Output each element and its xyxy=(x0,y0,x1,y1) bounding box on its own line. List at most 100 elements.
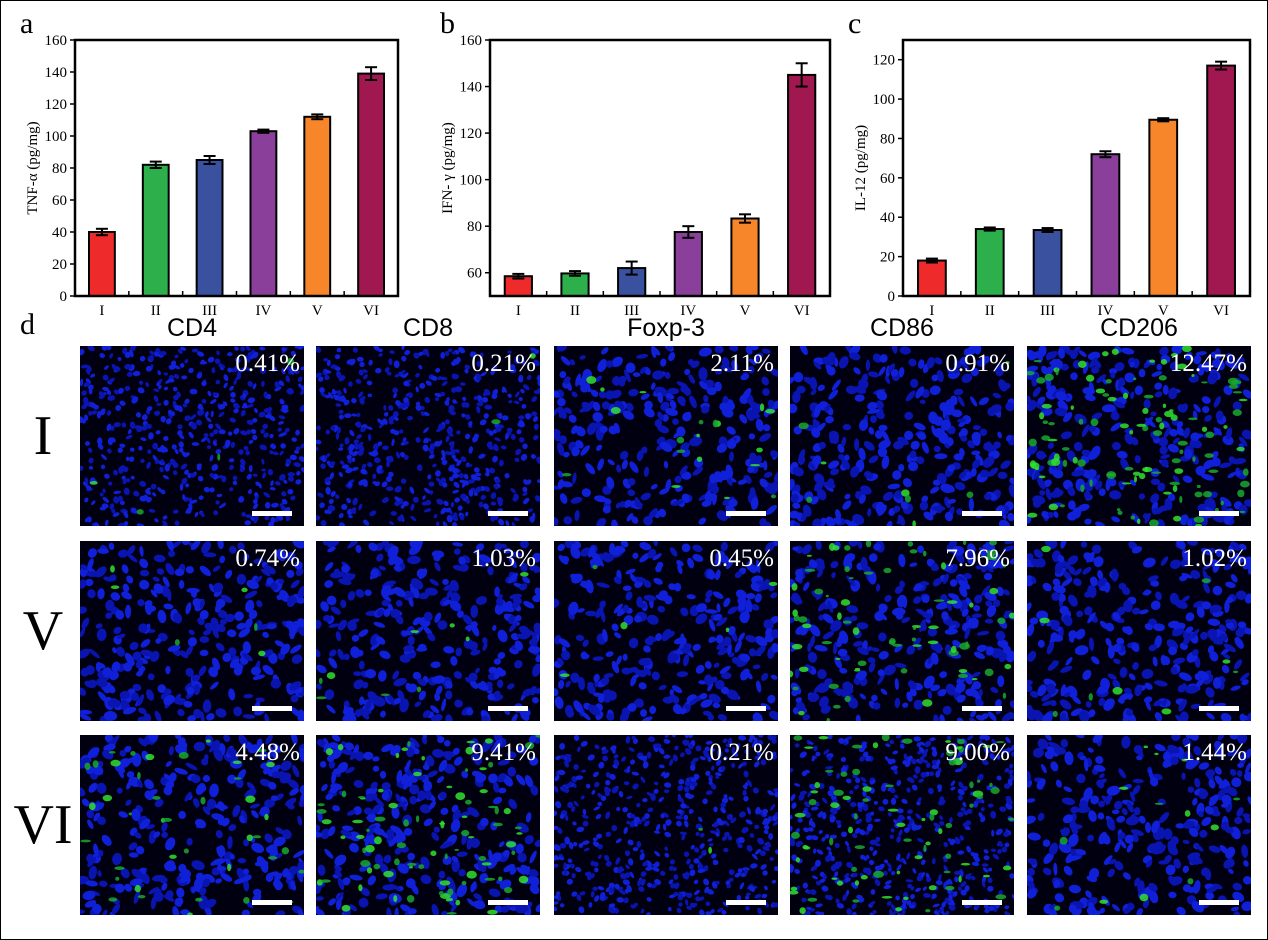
positive-percentage: 9.00% xyxy=(945,739,1010,766)
x-tick-label: V xyxy=(312,303,323,319)
fluorescence-image: 4.48% xyxy=(80,735,304,915)
plot-frame xyxy=(488,38,832,298)
x-tick-label: III xyxy=(202,303,217,319)
scale-bar xyxy=(726,706,766,711)
x-tick-label: VI xyxy=(1213,303,1229,319)
error-bar xyxy=(682,225,695,239)
scale-bar xyxy=(726,511,766,516)
x-tick-label: II xyxy=(985,303,995,319)
bar xyxy=(917,259,947,297)
y-tick-label: 60 xyxy=(467,266,482,282)
error-bar xyxy=(739,213,751,224)
x-tick-label: III xyxy=(624,303,639,319)
scale-bar xyxy=(962,900,1002,905)
error-bar xyxy=(257,128,270,134)
row-label: VI xyxy=(13,794,73,856)
fluorescence-image: 0.91% xyxy=(790,346,1014,526)
bar xyxy=(1206,64,1236,297)
fluorescence-image: 1.44% xyxy=(1027,735,1251,915)
bar xyxy=(673,231,703,297)
error-bar xyxy=(365,66,378,81)
x-tick-label: II xyxy=(570,303,580,319)
micrograph xyxy=(790,735,1014,915)
y-tick-label: 60 xyxy=(52,193,67,209)
micrograph xyxy=(554,541,778,721)
bar xyxy=(195,159,224,297)
fluorescence-image: 0.21% xyxy=(316,346,540,526)
scale-bar xyxy=(726,900,766,905)
y-tick-label: 120 xyxy=(45,97,68,113)
y-tick-label: 20 xyxy=(52,257,67,273)
y-tick-label: 0 xyxy=(888,289,896,305)
y-tick-label: 120 xyxy=(460,126,483,142)
y-tick-label: 60 xyxy=(880,171,895,187)
fluorescence-image: 12.47% xyxy=(1027,346,1251,526)
positive-percentage: 4.48% xyxy=(235,739,300,766)
micrograph xyxy=(554,346,778,526)
scale-bar xyxy=(1199,706,1239,711)
x-tick-label: I xyxy=(99,303,104,319)
error-bar xyxy=(983,226,996,232)
plot-frame xyxy=(901,38,1252,298)
x-tick-label: I xyxy=(516,303,521,319)
micrograph xyxy=(316,735,540,915)
error-bar xyxy=(925,257,938,264)
error-bar xyxy=(1099,150,1112,159)
y-tick-label: 80 xyxy=(467,219,482,235)
y-tick-label: 20 xyxy=(880,250,895,266)
micrograph xyxy=(80,735,304,915)
y-tick-label: 100 xyxy=(45,129,68,145)
fluorescence-image: 0.21% xyxy=(554,735,778,915)
row-label: V xyxy=(22,600,64,662)
y-tick-label: 100 xyxy=(460,173,483,189)
fluorescence-image: 9.41% xyxy=(316,735,540,915)
scale-bar xyxy=(252,706,292,711)
y-tick-label: 160 xyxy=(45,33,68,49)
micrograph xyxy=(316,541,540,721)
error-bar xyxy=(1157,117,1170,123)
scale-bar xyxy=(962,511,1002,516)
fluorescence-image: 7.96% xyxy=(790,541,1014,721)
x-tick-label: II xyxy=(151,303,161,319)
error-bar xyxy=(569,270,581,277)
positive-percentage: 12.47% xyxy=(1169,350,1247,377)
y-tick-label: 0 xyxy=(60,289,68,305)
y-tick-label: 140 xyxy=(45,65,68,81)
error-bar xyxy=(203,155,216,165)
positive-percentage: 0.21% xyxy=(471,350,536,377)
panel-letter-d: d xyxy=(20,308,35,341)
x-tick-label: IV xyxy=(680,303,696,319)
micrograph xyxy=(1027,541,1251,721)
micrograph xyxy=(1027,346,1251,526)
positive-percentage: 1.02% xyxy=(1182,545,1247,572)
bar xyxy=(357,72,386,297)
y-axis-label: TNF-α (pg/mg) xyxy=(25,121,41,214)
plot-frame xyxy=(73,38,400,298)
fluorescence-image: 9.00% xyxy=(790,735,1014,915)
x-tick-label: V xyxy=(1158,303,1169,319)
fluorescence-image: 2.11% xyxy=(554,346,778,526)
x-tick-label: VI xyxy=(794,303,810,319)
positive-percentage: 1.03% xyxy=(471,545,536,572)
y-tick-label: 160 xyxy=(460,33,483,49)
panel-letter-c: c xyxy=(848,7,861,40)
positive-percentage: 0.45% xyxy=(709,545,774,572)
column-title: CD4 xyxy=(166,314,217,342)
scale-bar xyxy=(252,511,292,516)
bar xyxy=(249,130,278,297)
y-tick-label: 80 xyxy=(880,131,895,147)
error-bar xyxy=(311,113,324,121)
x-tick-label: VI xyxy=(363,303,379,319)
fluorescence-image: 1.03% xyxy=(316,541,540,721)
fluorescence-image: 1.02% xyxy=(1027,541,1251,721)
x-tick-label: III xyxy=(1040,303,1055,319)
positive-percentage: 0.21% xyxy=(709,739,774,766)
scale-bar xyxy=(252,900,292,905)
x-tick-label: I xyxy=(929,303,934,319)
y-tick-label: 100 xyxy=(873,92,896,108)
micrograph xyxy=(80,346,304,526)
positive-percentage: 0.74% xyxy=(235,545,300,572)
bar xyxy=(730,217,760,297)
